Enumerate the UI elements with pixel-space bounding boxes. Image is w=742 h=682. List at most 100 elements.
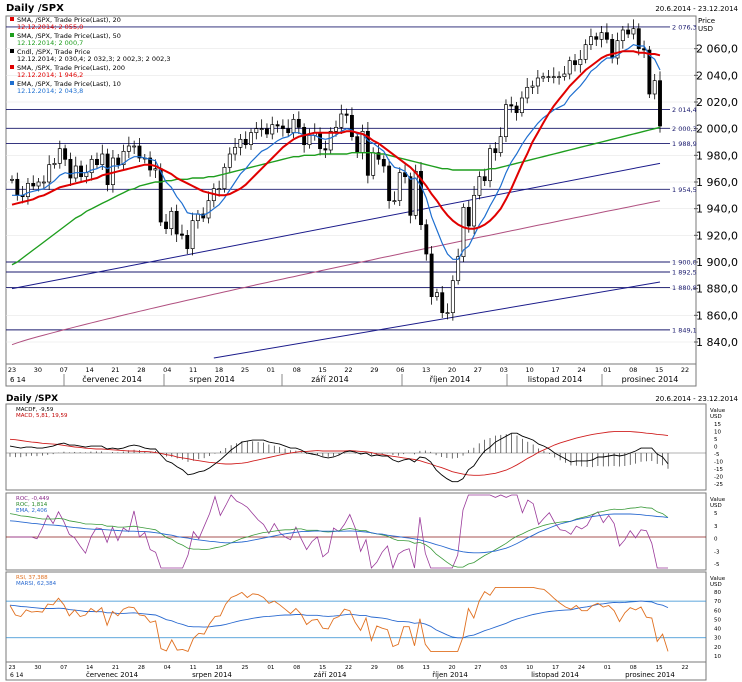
candle-up [578,58,583,66]
y-tick-label: 1 880,0 [696,283,738,296]
lower-x-tick-label: 01 [267,665,274,671]
price-axis-title: Price [698,17,715,25]
rsi-line [9,586,669,652]
legend-swatch [10,17,14,21]
candle-down [636,28,641,50]
lower-x-tick-label: 08 [630,665,637,671]
lower-x-tick-label: 01 [604,665,611,671]
panel-tick: -15 [714,467,723,473]
legend-label: SMA, /SPX, Trade Price(Last), 50 [17,32,121,40]
roc-ema-line [9,513,669,554]
candle-down [174,210,179,235]
x-tick-label: 22 [681,366,689,374]
candle-down [440,292,445,314]
lower-x-tick-label: 20 [449,665,456,671]
panel-tick: 10 [714,430,721,436]
candle-up [456,256,461,282]
candle-up [110,157,115,186]
y-tick-label: 1 840,0 [696,336,738,349]
trend-line-upper [11,162,661,290]
x-tick-label: 28 [137,366,145,374]
candle-down [493,148,498,154]
x-month-label: říjen 2014 [430,375,471,384]
candle-up [392,200,397,203]
legend-label: Cndl, /SPX, Trade Price [17,48,90,56]
candle-down [201,213,206,219]
candle-down [116,157,121,166]
candle-down [137,145,142,159]
main-x-axis-labels: 23 30 07 14 21 28 04 11 18 25 01 08 15 22 29 06 13 20 27 03… [8,366,689,386]
candle-up [254,128,259,134]
lower-x-month-label: červenec 2014 [86,671,139,679]
horizontal-levels: 2 076,3 2 014,4 2 000,3 1 988,9 1 954,5 1 900… [6,23,697,334]
panel-tick: -5 [714,562,720,568]
level-label: 2 000,3 [672,125,697,133]
candle-down [63,148,68,160]
panel-axis-title: Value [710,576,726,582]
legend-swatch [10,65,14,69]
panel-axis-unit: USD [710,414,722,420]
panel-tick: 60 [714,608,721,614]
candle-up [472,194,477,227]
lower-x-tick-label: 06 [397,665,404,671]
candle-down [658,80,662,127]
candle-up [615,40,620,59]
candle-up [477,176,482,196]
main-date-range: 20.6.2014 - 23.12.2014 [655,5,738,13]
lower-date-range: 20.6.2014 - 23.12.2014 [655,395,738,403]
candle-up [222,166,227,190]
panel-legend: MARSI, 62,384 [16,581,57,587]
x-tick-label: 13 [422,366,430,374]
x-tick-label: 27 [474,366,482,374]
candle-down [180,233,184,236]
candle-up [259,128,264,131]
candle-down [573,60,577,66]
candle-down [594,36,599,40]
candle-down [604,32,609,40]
candle-up [100,153,105,166]
candle-up [41,181,46,184]
trend-line-lower [213,281,661,359]
roc2-line [9,506,669,568]
candle-up [238,138,243,148]
sma50-line [11,126,661,266]
legend-label: EMA, /SPX, Trade Price(Last), 10 [17,80,121,88]
legend-swatch [10,81,14,85]
panel-tick: 70 [714,599,721,605]
x-month-label: srpen 2014 [189,375,234,384]
x-month-label: září 2014 [311,375,349,384]
y-tick-label: 1 900,0 [696,256,738,269]
candle-down [419,170,423,226]
y-tick-label: 1 860,0 [696,309,738,322]
x-tick-label: 15 [318,366,326,374]
candle-down [68,158,73,179]
candle-down [243,138,248,146]
candle-up [217,188,222,191]
x-tick-label: 01 [603,366,611,374]
price-axis: 2 060,0 2 040,0 2 020,0 2 000,0 1 980,0 1 960… [694,43,738,349]
candle-down [296,118,301,128]
level-label: 1 880,8 [672,284,697,292]
candle-down [514,105,519,114]
lower-x-tick-label: 14 [86,665,93,671]
candle-down [15,178,20,196]
lower-x-tick-label: 15 [319,665,326,671]
x-tick-label: 04 [163,366,171,374]
x-tick-label: 07 [60,366,68,374]
x-tick-label: 01 [267,366,275,374]
lower-x-tick-label: 04 [164,665,171,671]
candle-up [153,168,158,171]
candle-down [286,128,291,134]
lower-x-axis [5,661,707,681]
legend-swatch [10,49,14,53]
panel-tick: 30 [714,636,721,642]
candle-up [567,60,572,75]
candle-up [190,220,195,250]
lower-x-month-label: listopad 2014 [531,671,579,679]
sma200-series [11,200,661,346]
candle-up [461,206,466,258]
candle-down [95,158,99,166]
